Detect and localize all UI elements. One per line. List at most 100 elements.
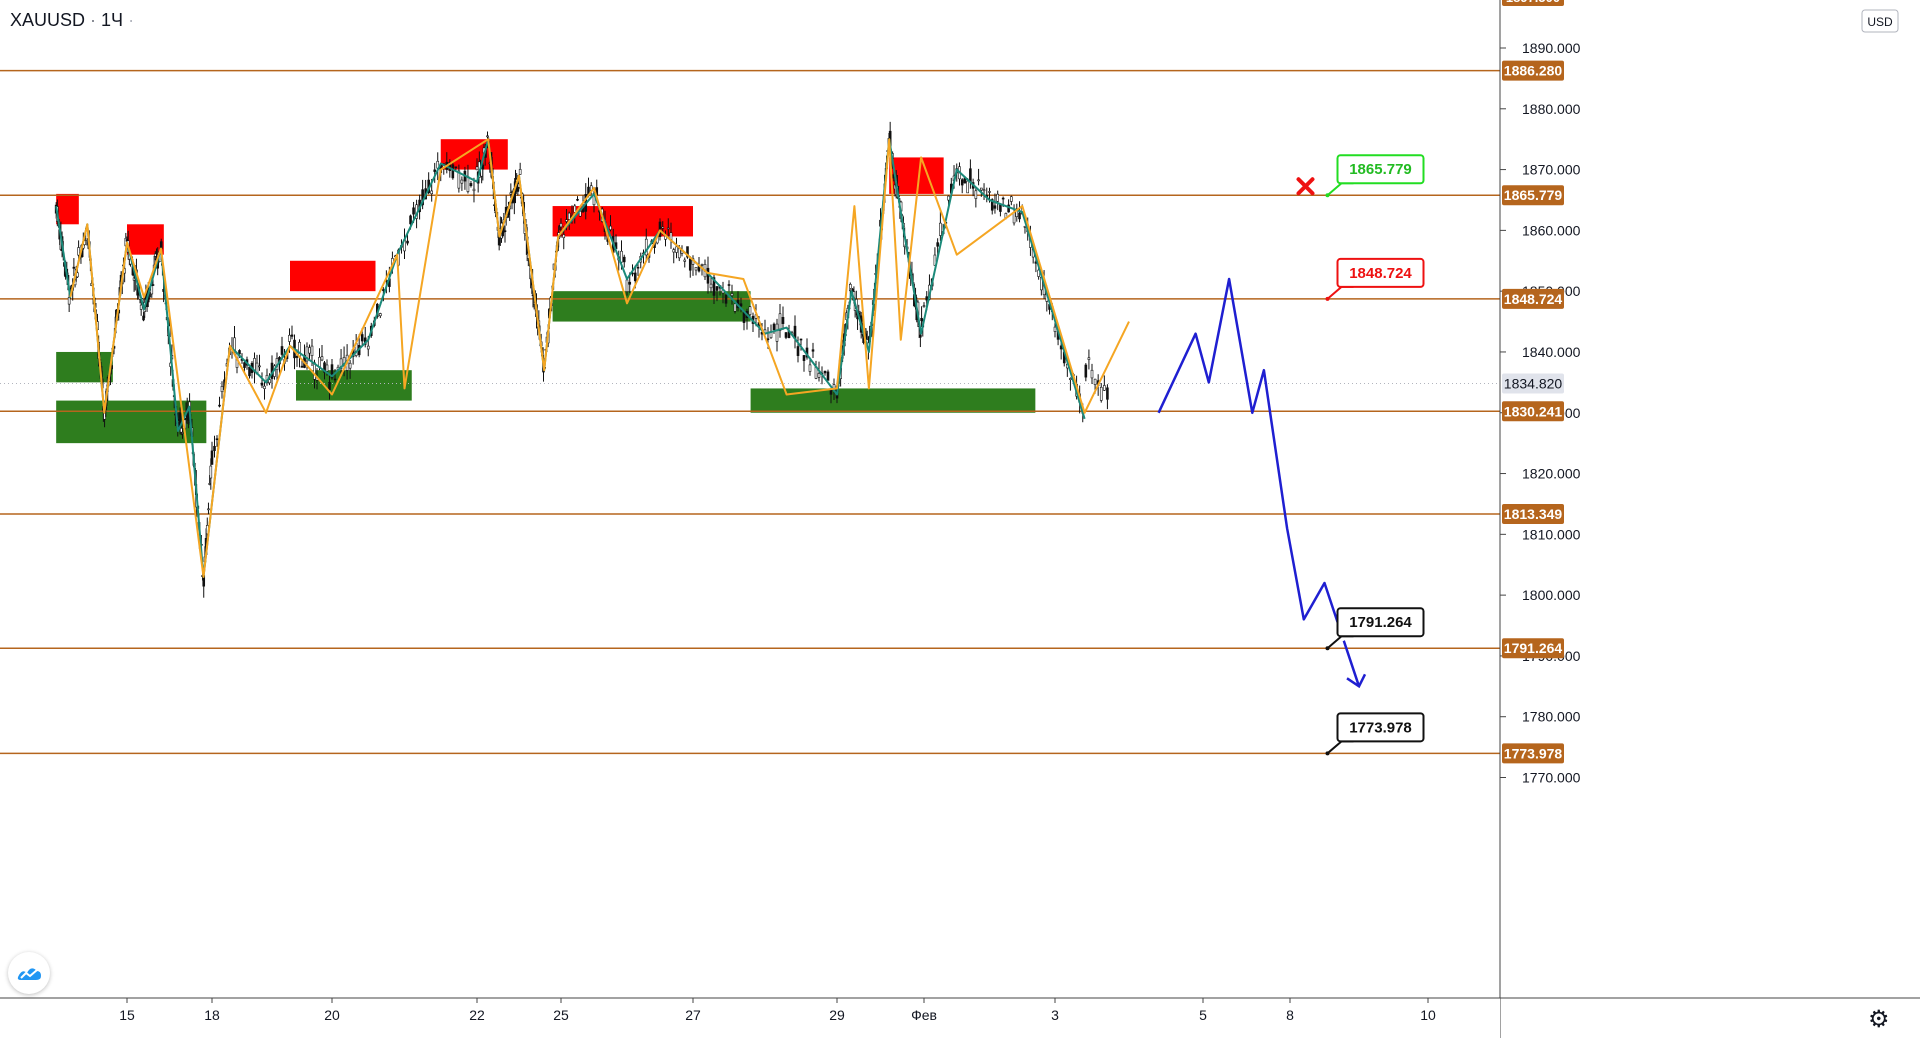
currency-label: USD [1867,15,1893,29]
price-tick-label: 1870.000 [1522,162,1581,178]
level-axis-label-bg [1502,743,1564,764]
level-axis-label: 1848.724 [1504,291,1563,307]
level-axis-label-bg [1502,503,1564,524]
candle-body [672,249,676,253]
callout-pointer [1326,285,1354,300]
candle-body [325,364,329,372]
candle-body [658,221,662,237]
candle-body [215,438,219,441]
candle-body [919,334,922,338]
time-tick-label: 29 [829,1007,845,1023]
candle-body [360,334,364,342]
candle-body [775,323,779,342]
forecast-layer [1157,277,1367,689]
top-cut-label-bg [1502,0,1564,6]
time-tick-label: 18 [204,1007,220,1023]
candle-body [781,317,785,324]
level-axis-label: 1813.349 [1504,506,1563,522]
callout-label: 1848.724 [1349,265,1412,282]
candle-body [1015,208,1019,217]
candle-body [811,349,815,352]
candle-body [688,258,692,271]
candle-body [802,355,806,361]
symbol-legend[interactable]: XAUUSD · 1Ч · [10,10,134,31]
candle-body [1010,196,1013,202]
callout-box [1336,257,1425,288]
candle-body [666,227,670,230]
candle-body [966,180,969,194]
candle-body [213,445,216,451]
time-tick-label: 20 [324,1007,340,1023]
candle-body [430,190,433,195]
candle-body [628,281,632,285]
time-tick-label: 5 [1199,1007,1207,1023]
supply-zone [127,224,164,255]
candle-body [724,294,728,304]
candle-body [475,166,479,171]
candle-body [457,170,461,189]
candle-body [796,346,800,356]
candle-body [817,373,821,378]
candle-body [922,305,926,307]
candle-body [323,362,326,373]
candle-body [379,313,382,317]
candle-body [67,297,71,305]
candle-body [625,279,629,292]
candle-body [503,230,507,233]
candle-body [310,345,314,356]
candle-body [974,190,978,199]
time-tick-label: 3 [1051,1007,1059,1023]
current-price-label: 1834.820 [1504,375,1563,391]
candle-body [469,183,473,187]
callout-pointer [1326,635,1354,649]
top-cut-label: 1897.500 [1506,0,1560,5]
candle-body [969,168,972,183]
candle-body [1018,212,1021,220]
time-tick-label: Фев [911,1007,937,1023]
candle-body [305,346,309,362]
candle-body [207,508,210,511]
candle-body [1012,212,1016,224]
currency-box [1861,9,1899,33]
callout-pointer [1326,182,1354,197]
zones-layer [56,139,1036,444]
candle-body [406,240,409,244]
candle-body [333,378,337,381]
candles-layer [54,121,1109,598]
candle-body [920,317,923,322]
candle-body [993,205,997,209]
candle-body [260,382,264,386]
candle-body [518,169,522,175]
candle-body [243,362,246,368]
candle-body [772,323,776,331]
candle-body [559,223,563,228]
candle-body [982,189,986,192]
candle-body [933,254,937,266]
callout-label: 1865.779 [1349,161,1412,178]
zigzag-layer [55,138,1130,578]
level-axis-label: 1773.978 [1504,745,1563,761]
time-tick-label: 10 [1420,1007,1436,1023]
time-axis[interactable]: 15 18 20 22 25 27 29 Фев 3 5 8 10 [0,997,1920,1038]
price-tick-label: 1840.000 [1522,344,1581,360]
candle-body [209,465,213,479]
candle-body [1001,197,1005,200]
gear-icon[interactable]: ⚙ [1868,1005,1890,1033]
candle-body [733,303,737,312]
price-tick-label: 1800.000 [1522,587,1581,603]
price-tick-label: 1890.000 [1522,40,1581,56]
symbol-menu-dot: · [128,10,135,30]
candle-body [778,313,782,331]
candle-body [925,296,929,301]
candle-body [683,259,687,262]
x-mark-icon [1296,177,1315,196]
candle-body [268,379,271,384]
candle-body [288,334,291,342]
price-tick-label: 1860.000 [1522,222,1581,238]
symbol-sep: · [90,10,97,30]
price-axis[interactable]: 1890.0001880.0001870.0001860.0001850.000… [1499,0,1920,1038]
time-tick-label: 8 [1286,1007,1294,1023]
tradingview-logo-icon[interactable] [8,952,50,994]
candle-body [739,303,743,307]
